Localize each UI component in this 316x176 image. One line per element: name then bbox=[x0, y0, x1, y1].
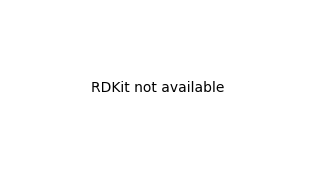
Text: RDKit not available: RDKit not available bbox=[91, 81, 225, 95]
